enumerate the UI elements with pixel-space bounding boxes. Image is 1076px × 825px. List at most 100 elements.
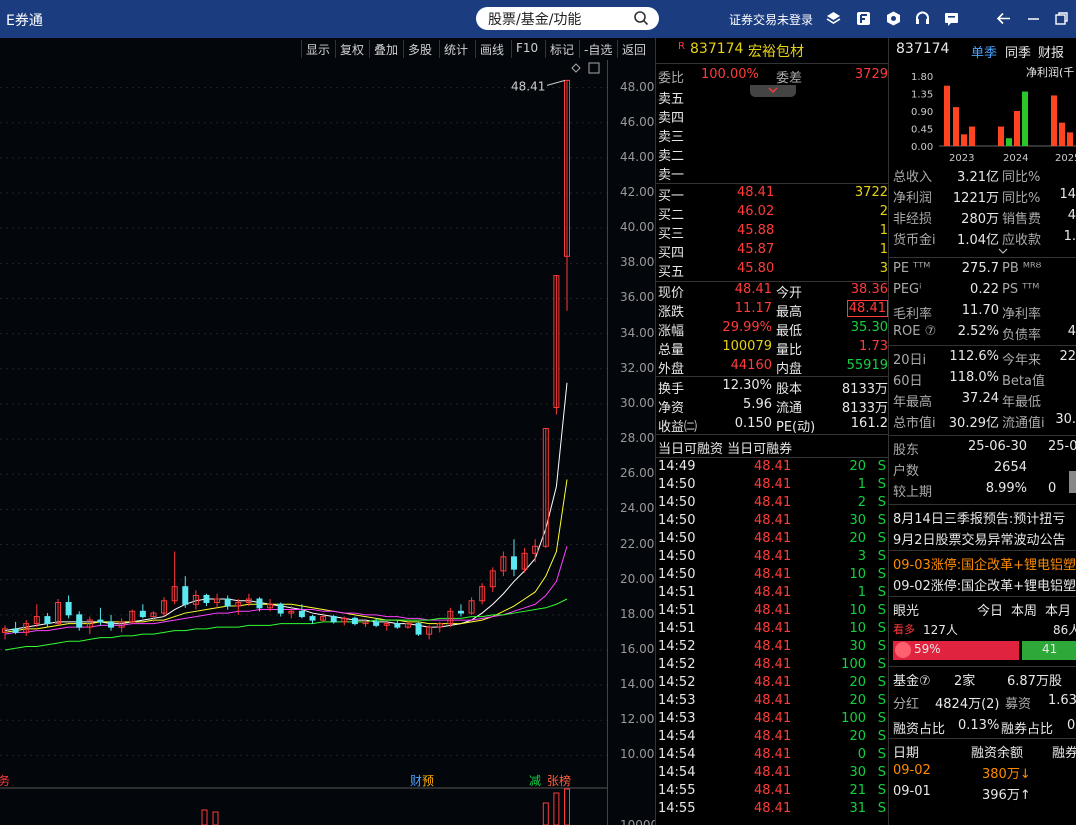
tab-financial-report[interactable]: 财报 — [1038, 46, 1065, 61]
limit-up-item[interactable]: 09-03涨停:国企改革+锂电铝塑 — [893, 558, 1076, 572]
candle[interactable] — [309, 616, 316, 621]
candle[interactable] — [521, 552, 528, 570]
candle[interactable] — [203, 594, 210, 604]
candle[interactable] — [182, 586, 189, 605]
candle[interactable] — [245, 598, 252, 604]
candle[interactable] — [351, 617, 358, 625]
candle[interactable] — [12, 628, 19, 633]
message-icon[interactable] — [943, 10, 960, 27]
tool-statistics[interactable]: 统计 — [439, 40, 472, 58]
candle[interactable] — [256, 598, 263, 609]
candle[interactable] — [150, 612, 157, 618]
tool-multi-stock[interactable]: 多股 — [403, 40, 436, 58]
trade-login-status[interactable]: 证券交易未登录 — [729, 13, 814, 27]
candle[interactable] — [214, 598, 221, 604]
news-item[interactable]: 9月2日股票交易异常波动公告 — [893, 533, 1066, 547]
layers-icon[interactable] — [825, 10, 842, 27]
candle[interactable] — [65, 602, 72, 616]
limit-up-item[interactable]: 09-02涨停:国企改革+锂电铝塑 — [893, 579, 1076, 593]
candle[interactable] — [277, 603, 284, 614]
bear-bar[interactable]: 41 — [1022, 641, 1076, 660]
candle[interactable] — [192, 594, 199, 605]
candle[interactable] — [436, 623, 443, 628]
candle[interactable] — [55, 602, 62, 625]
candle[interactable] — [86, 619, 93, 628]
candle[interactable] — [479, 586, 486, 602]
candle[interactable] — [44, 616, 51, 625]
minimize-icon[interactable] — [1025, 10, 1042, 27]
tab-month[interactable]: 本月 — [1045, 604, 1072, 619]
candle[interactable] — [404, 623, 411, 628]
candle[interactable] — [447, 610, 454, 625]
candle[interactable] — [532, 545, 539, 554]
buy-level[interactable]: 买一 48.41 3722 — [658, 185, 888, 204]
candle[interactable] — [224, 598, 231, 607]
candle[interactable] — [394, 623, 401, 628]
restore-icon[interactable] — [1053, 10, 1070, 27]
buy-level[interactable]: 买四 45.87 1 — [658, 242, 888, 261]
candle[interactable] — [373, 621, 380, 626]
f10-icon[interactable] — [855, 10, 872, 27]
candle[interactable] — [97, 619, 104, 623]
tab-single-quarter[interactable]: 单季 — [971, 46, 998, 61]
candle[interactable] — [76, 614, 83, 628]
candle[interactable] — [383, 623, 390, 626]
candle[interactable] — [161, 600, 168, 614]
tool-back[interactable]: 返回 — [617, 40, 650, 58]
candle[interactable] — [2, 628, 8, 633]
candle[interactable] — [330, 616, 337, 623]
candle[interactable] — [139, 610, 146, 618]
tool-overlay[interactable]: 叠加 — [369, 40, 402, 58]
tab-same-quarter[interactable]: 同季 — [1005, 46, 1032, 61]
candle[interactable] — [553, 275, 560, 408]
candle[interactable] — [500, 556, 507, 572]
event-marker[interactable]: 财 — [410, 774, 422, 788]
candle[interactable] — [341, 617, 348, 623]
candle[interactable] — [288, 610, 295, 614]
candle[interactable] — [362, 621, 369, 625]
candle[interactable] — [108, 621, 115, 628]
back-icon[interactable] — [995, 10, 1012, 27]
bull-bar[interactable]: 59% — [893, 641, 1019, 660]
candle[interactable] — [118, 621, 125, 628]
headset-icon[interactable] — [914, 10, 931, 27]
diamond-icon[interactable] — [571, 63, 581, 73]
tool-remove-watchlist[interactable]: -自选 — [579, 40, 616, 58]
event-marker[interactable]: 减 — [529, 774, 541, 788]
search-input[interactable]: 股票/基金/功能 — [476, 7, 659, 30]
candle[interactable] — [33, 616, 40, 625]
candle[interactable] — [468, 600, 475, 614]
kline-chart-area[interactable]: 显示 复权 叠加 多股 统计 画线 F10 标记 -自选 返回 48.41 财预 减… — [0, 38, 658, 825]
candle[interactable] — [171, 586, 178, 602]
candle[interactable] — [320, 616, 327, 621]
candle[interactable] — [457, 610, 464, 614]
kline-plot[interactable]: 48.41 财预 减张榜 务 — [0, 60, 607, 825]
tool-mark[interactable]: 标记 — [545, 40, 578, 58]
tool-draw[interactable]: 画线 — [475, 40, 508, 58]
event-marker-partial[interactable]: 务 — [0, 773, 10, 788]
candle[interactable] — [415, 623, 422, 635]
tab-week[interactable]: 本周 — [1011, 604, 1038, 619]
settings-icon[interactable] — [885, 10, 902, 27]
scrollbar-thumb[interactable] — [1069, 471, 1076, 493]
buy-level[interactable]: 买五 45.80 3 — [658, 261, 888, 280]
candle[interactable] — [267, 603, 274, 609]
event-marker[interactable]: 预 — [422, 774, 434, 788]
search-icon[interactable] — [633, 10, 649, 26]
tab-today[interactable]: 今日 — [977, 604, 1004, 619]
candle[interactable] — [510, 556, 517, 570]
panel-toggle-icon[interactable] — [588, 62, 600, 74]
expand-chevron-icon[interactable] — [997, 248, 1009, 256]
candle[interactable] — [489, 570, 496, 588]
candle[interactable] — [23, 623, 30, 633]
buy-level[interactable]: 买三 45.88 1 — [658, 223, 888, 242]
buy-level[interactable]: 买二 46.02 2 — [658, 204, 888, 223]
candle[interactable] — [426, 626, 433, 635]
collapse-button[interactable] — [750, 85, 796, 97]
candle[interactable] — [542, 428, 549, 547]
candle[interactable] — [235, 602, 242, 607]
candle[interactable] — [129, 610, 136, 623]
tool-f10[interactable]: F10 — [511, 40, 542, 58]
news-item[interactable]: 8月14日三季报预告:预计扭亏 — [893, 512, 1066, 526]
candle[interactable] — [564, 79, 570, 257]
